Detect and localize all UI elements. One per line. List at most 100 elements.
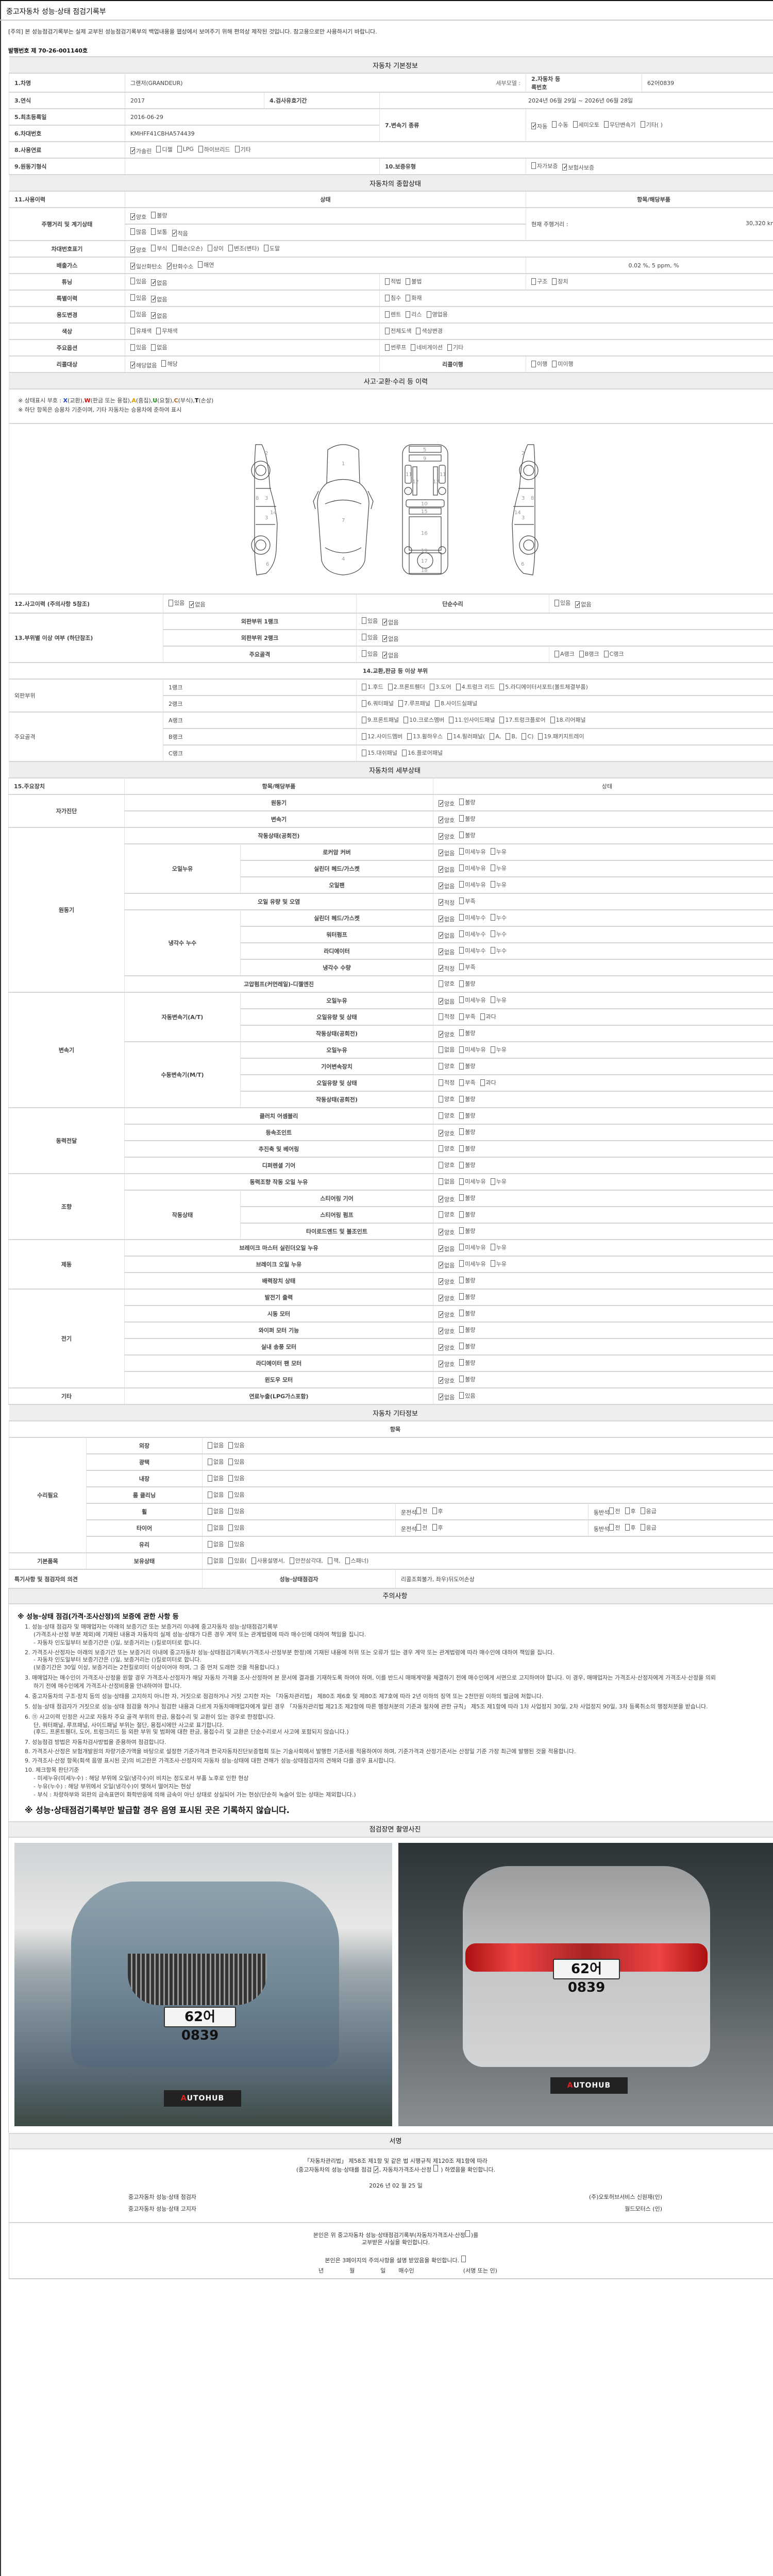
checkbox-option[interactable]: 적정 [439, 1078, 455, 1087]
checkbox-option[interactable]: ✓ 가솔린 [130, 147, 152, 155]
checkbox-option[interactable]: 누유 [490, 996, 507, 1004]
checkbox-option[interactable]: 안전삼각대, [289, 1556, 323, 1565]
checkbox[interactable] [490, 930, 495, 937]
checkbox[interactable]: ✓ [562, 164, 568, 171]
checkbox[interactable] [362, 749, 366, 756]
checkbox-option[interactable]: 렌트 [385, 310, 401, 318]
checkbox[interactable] [459, 848, 464, 855]
checkbox[interactable]: ✓ [439, 1262, 444, 1268]
checkbox[interactable] [208, 1475, 212, 1482]
checkbox-option[interactable]: 매연 [198, 261, 214, 269]
checkbox[interactable] [490, 733, 495, 740]
checkbox[interactable]: ✓ [189, 601, 195, 608]
checkbox[interactable] [228, 1458, 233, 1465]
checkbox[interactable] [151, 245, 156, 251]
checkbox-option[interactable]: ✓ 양호 [439, 1278, 455, 1286]
checkbox-option[interactable]: ✓ 없음 [439, 849, 455, 857]
checkbox-option[interactable]: 있음 [130, 343, 146, 351]
checkbox[interactable] [538, 733, 543, 740]
checkbox-option[interactable]: ✓ 일산화탄소 [130, 262, 162, 270]
checkbox[interactable] [362, 716, 366, 723]
checkbox[interactable]: ✓ [439, 1229, 444, 1235]
checkbox-option[interactable]: 14.필러패널( [447, 732, 485, 740]
checkbox-option[interactable]: ✓ 양호 [439, 816, 455, 824]
checkbox[interactable] [499, 716, 505, 723]
checkbox[interactable] [522, 733, 527, 740]
checkbox-option[interactable]: 미세누유 [459, 1177, 486, 1185]
checkbox[interactable] [459, 980, 464, 987]
checkbox-option[interactable]: ✓ 없음 [382, 618, 399, 626]
checkbox[interactable]: ✓ [439, 932, 444, 939]
checkbox-option[interactable]: 영업용 [426, 310, 448, 318]
checkbox[interactable] [263, 245, 268, 251]
checkbox-option[interactable]: 없음 [151, 343, 167, 351]
checkbox-option[interactable]: 불량 [459, 1128, 476, 1136]
inspect-checkbox[interactable]: ✓ [373, 2166, 379, 2173]
checkbox-option[interactable]: 누유 [490, 848, 507, 856]
checkbox-option[interactable]: LPG [177, 146, 194, 152]
checkbox[interactable]: ✓ [439, 817, 444, 823]
checkbox[interactable] [439, 980, 443, 987]
checkbox[interactable] [362, 700, 366, 707]
checkbox-option[interactable]: 있음 [130, 294, 146, 302]
checkbox-option[interactable]: 8.사이드실패널 [434, 699, 477, 707]
checkbox[interactable] [208, 1442, 212, 1449]
checkbox[interactable]: ✓ [439, 883, 444, 889]
checkbox[interactable] [506, 733, 511, 740]
checkbox[interactable] [459, 1310, 464, 1316]
checkbox-option[interactable]: 있음 [554, 599, 570, 607]
checkbox[interactable]: ✓ [151, 312, 157, 319]
checkbox-option[interactable]: 수동 [552, 121, 568, 129]
checkbox-option[interactable]: 미세누유 [459, 864, 486, 872]
checkbox-option[interactable]: C랭크 [603, 650, 624, 658]
checkbox-option[interactable]: 19.패키지트레이 [538, 732, 584, 740]
checkbox-option[interactable]: 미세누유 [459, 1045, 486, 1054]
checkbox-option[interactable]: ✓ 양호 [130, 213, 146, 221]
checkbox[interactable] [459, 1062, 464, 1070]
checkbox[interactable]: ✓ [172, 230, 177, 236]
checkbox[interactable] [459, 930, 464, 937]
checkbox-option[interactable]: 불량 [459, 798, 476, 806]
checkbox-option[interactable]: 불량 [459, 1375, 476, 1383]
checkbox-option[interactable]: 과다 [480, 1012, 496, 1021]
checkbox-option[interactable]: 전 [416, 1507, 428, 1515]
checkbox[interactable] [406, 294, 411, 301]
checkbox[interactable] [407, 733, 412, 740]
checkbox[interactable] [416, 327, 421, 334]
checkbox-option[interactable]: 누유 [490, 1243, 507, 1251]
checkbox-option[interactable]: 없음 [208, 1507, 224, 1515]
checkbox-option[interactable]: 있음 [228, 1540, 245, 1548]
checkbox-option[interactable]: 있음( [228, 1556, 247, 1565]
checkbox[interactable] [459, 1359, 464, 1366]
checkbox[interactable] [432, 1507, 437, 1515]
checkbox[interactable]: ✓ [439, 866, 444, 873]
checkbox[interactable] [459, 1260, 464, 1267]
checkbox-option[interactable]: 있음 [228, 1458, 245, 1466]
checkbox-option[interactable]: 도말 [263, 244, 280, 252]
checkbox-option[interactable]: 적법 [385, 277, 401, 285]
checkbox-option[interactable]: ✓ 적정 [439, 964, 455, 973]
checkbox[interactable] [406, 278, 411, 285]
checkbox[interactable] [459, 1095, 464, 1103]
checkbox[interactable] [447, 344, 452, 351]
checkbox-option[interactable]: 썬루프 [385, 343, 406, 351]
checkbox-option[interactable]: 부족 [459, 897, 476, 905]
checkbox[interactable] [439, 1112, 443, 1119]
checkbox[interactable]: ✓ [439, 1377, 444, 1384]
checkbox-option[interactable]: 없음 [208, 1523, 224, 1532]
checkbox[interactable]: ✓ [166, 263, 172, 269]
checkbox-option[interactable]: 불량 [459, 1227, 476, 1235]
checkbox-option[interactable]: 누유 [490, 1045, 507, 1054]
checkbox[interactable] [151, 212, 156, 218]
checkbox-option[interactable]: 있음 [228, 1507, 245, 1515]
checkbox[interactable]: ✓ [439, 1311, 444, 1318]
checkbox-option[interactable]: 누수 [490, 913, 507, 922]
checkbox[interactable] [439, 1013, 443, 1020]
checkbox-option[interactable]: 기타 [234, 145, 251, 154]
checkbox[interactable]: ✓ [439, 1278, 444, 1285]
checkbox-option[interactable]: ✓ 양호 [439, 1030, 455, 1039]
checkbox[interactable]: ✓ [439, 1361, 444, 1367]
checkbox-option[interactable]: 네비게이션 [411, 343, 443, 351]
checkbox-option[interactable]: 무채색 [156, 327, 178, 335]
checkbox-option[interactable]: 9.프론트패널 [362, 716, 399, 724]
